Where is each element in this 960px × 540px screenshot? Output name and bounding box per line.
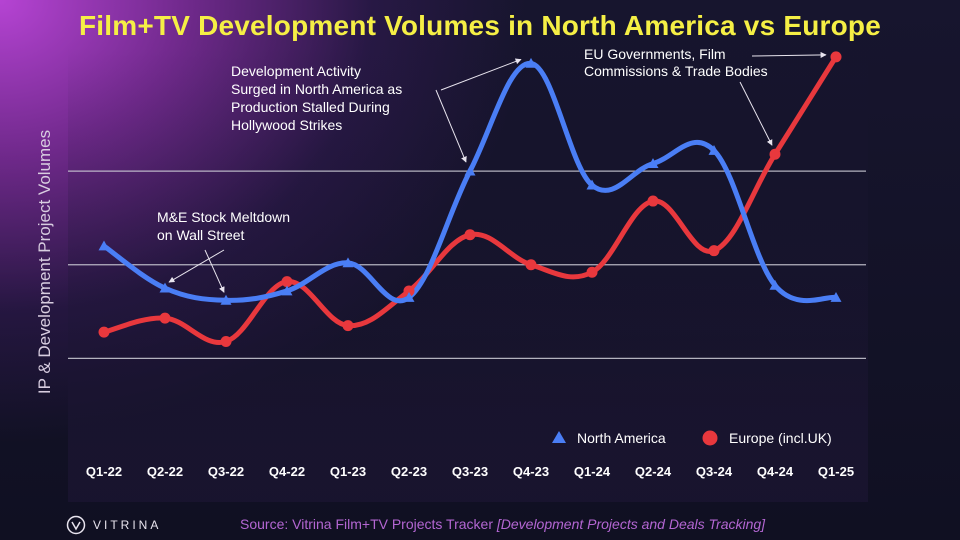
vitrina-logo-icon <box>66 515 86 535</box>
source-prefix: Source: Vitrina Film+TV Projects Tracker <box>240 516 493 532</box>
point-north-america-Q1-22 <box>98 240 110 251</box>
point-north-america-Q4-24 <box>769 279 781 290</box>
point-europe-Q1-24 <box>586 266 598 278</box>
annotation-line: Development Activity <box>231 63 361 79</box>
annotation-line: Commissions & Trade Bodies <box>584 63 768 79</box>
point-north-america-Q1-24 <box>586 179 598 190</box>
annotation-line: Production Stalled During <box>231 99 390 115</box>
x-tick-label: Q1-23 <box>330 464 366 479</box>
point-north-america-Q4-22 <box>281 285 293 296</box>
point-north-america-Q1-25 <box>830 292 842 302</box>
x-tick-label: Q1-25 <box>818 464 854 479</box>
annotation-line: Surged in North America as <box>231 81 402 97</box>
point-europe-Q2-22 <box>159 312 171 324</box>
point-north-america-Q3-22 <box>220 294 232 305</box>
x-tick-label: Q4-24 <box>757 464 794 479</box>
point-north-america-Q3-24 <box>708 144 720 155</box>
annotation-arrow <box>204 249 225 293</box>
annotation-line: on Wall Street <box>157 227 245 243</box>
annotation-arrow <box>168 249 225 283</box>
series-line-europe <box>101 54 839 345</box>
x-tick-label: Q4-23 <box>513 464 549 479</box>
point-europe-Q3-23 <box>464 229 476 241</box>
point-europe-Q4-23 <box>525 259 537 271</box>
annotation-line: Hollywood Strikes <box>231 117 342 133</box>
point-europe-Q1-23 <box>342 320 354 332</box>
logo-text: VITRINA <box>93 518 162 532</box>
legend-label-europe: Europe (incl.UK) <box>729 430 832 446</box>
source-note: Source: Vitrina Film+TV Projects Tracker… <box>240 516 765 532</box>
x-tick-label: Q4-22 <box>269 464 305 479</box>
series-lines <box>101 54 839 345</box>
point-north-america-Q1-23 <box>342 257 354 268</box>
annotation-arrow <box>440 58 522 91</box>
chart-title: Film+TV Development Volumes in North Ame… <box>79 10 881 41</box>
point-europe-Q1-22 <box>98 326 110 338</box>
point-north-america-Q4-23 <box>525 57 537 68</box>
legend-label-north-america: North America <box>577 430 666 446</box>
x-tick-label: Q3-22 <box>208 464 244 479</box>
annotation-line: M&E Stock Meltdown <box>157 209 290 225</box>
point-europe-Q4-22 <box>281 276 293 288</box>
annotation-arrow <box>435 89 467 163</box>
point-europe-Q4-24 <box>769 148 781 160</box>
annotation-arrow <box>751 51 827 58</box>
legend-marker-europe <box>702 430 718 446</box>
point-europe-Q3-22 <box>220 336 232 348</box>
point-north-america-Q3-23 <box>464 165 476 176</box>
legend-marker-north-america <box>552 431 566 443</box>
x-tick-label: Q1-24 <box>574 464 611 479</box>
annotation-arrow <box>739 81 773 146</box>
x-axis-ticks: Q1-22 Q2-22 Q3-22 Q4-22 Q1-23 Q2-23 Q3-23 Q4-23… <box>86 464 854 479</box>
plot-panel <box>68 47 868 502</box>
legend: North America Europe (incl.UK) <box>552 430 832 446</box>
annotations: M&E Stock Meltdown on Wall Street Developm… <box>157 46 827 293</box>
x-tick-label: Q2-22 <box>147 464 183 479</box>
annotation-line: EU Governments, Film <box>584 46 726 62</box>
point-north-america-Q2-22 <box>159 282 171 293</box>
x-tick-label: Q2-24 <box>635 464 672 479</box>
vitrina-logo: VITRINA <box>66 515 161 535</box>
series-markers <box>98 51 842 348</box>
annotation-mne: M&E Stock Meltdown on Wall Street <box>157 209 290 243</box>
annotation-surge: Development Activity Surged in North Amer… <box>231 63 402 133</box>
source-italic: [Development Projects and Deals Tracking… <box>496 516 766 532</box>
point-europe-Q3-24 <box>708 245 720 257</box>
point-europe-Q1-25 <box>830 51 842 63</box>
x-tick-label: Q2-23 <box>391 464 427 479</box>
point-north-america-Q2-24 <box>647 158 659 168</box>
x-tick-label: Q1-22 <box>86 464 122 479</box>
point-europe-Q2-23 <box>403 285 415 297</box>
point-north-america-Q2-23 <box>403 292 415 302</box>
x-tick-label: Q3-24 <box>696 464 733 479</box>
annotation-eu: EU Governments, Film Commissions & Trade … <box>584 46 768 79</box>
x-tick-label: Q3-23 <box>452 464 488 479</box>
point-europe-Q2-24 <box>647 195 659 207</box>
